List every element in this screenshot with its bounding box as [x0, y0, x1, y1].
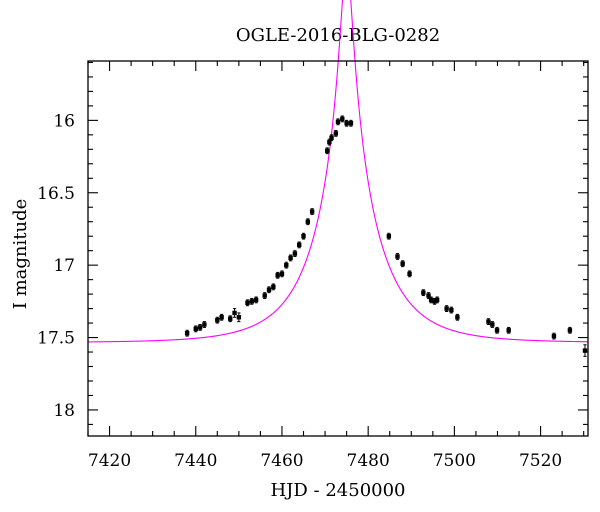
data-point — [325, 148, 330, 153]
data-point — [333, 131, 339, 136]
data-point — [262, 293, 267, 298]
data-point — [407, 271, 412, 277]
axis-ticks — [87, 61, 588, 436]
data-point — [305, 219, 311, 224]
data-point — [486, 319, 491, 324]
plot-frame — [87, 60, 589, 437]
data-point — [490, 322, 495, 327]
data-point — [455, 315, 460, 320]
data-point — [582, 348, 588, 353]
data-point — [421, 290, 426, 295]
data-point — [506, 328, 511, 333]
data-point — [284, 262, 289, 268]
data-point — [400, 261, 405, 266]
y-tick-label: 17 — [53, 256, 75, 276]
data-point — [301, 233, 306, 239]
data-point — [567, 328, 573, 333]
y-axis-label: I magnitude — [10, 199, 31, 310]
data-point — [236, 315, 242, 320]
data-point — [253, 297, 259, 303]
data-point — [449, 307, 454, 313]
data-point — [279, 271, 285, 277]
data-point — [297, 242, 302, 248]
data-point — [193, 326, 198, 332]
y-tick-label: 17.5 — [37, 329, 75, 349]
data-points — [184, 115, 588, 357]
data-point — [232, 310, 237, 316]
data-point — [444, 306, 449, 311]
data-point — [386, 233, 392, 239]
data-point — [432, 299, 437, 304]
y-tick-label: 16.5 — [37, 184, 75, 204]
data-point — [329, 135, 334, 140]
data-point — [266, 287, 272, 292]
y-tick-label: 18 — [53, 401, 75, 421]
data-point — [271, 284, 276, 290]
y-tick-label: 16 — [53, 111, 75, 131]
x-tick-label: 7520 — [519, 451, 562, 471]
data-point — [249, 299, 254, 304]
data-point — [335, 119, 341, 125]
data-point — [434, 297, 440, 303]
model-curve — [87, 0, 589, 343]
data-point — [551, 333, 557, 339]
data-point — [228, 316, 233, 321]
chart-title: OGLE-2016-BLG-0282 — [236, 25, 440, 46]
data-point — [428, 297, 434, 303]
tick-labels: 7420 7440 7460 7480 7500 7520 16 16.5 17 17.5 18 — [37, 111, 562, 471]
data-point — [275, 273, 280, 278]
data-point — [494, 328, 500, 333]
data-point — [344, 121, 349, 126]
data-point — [426, 293, 431, 298]
data-point — [348, 121, 354, 126]
data-point — [395, 254, 400, 259]
data-point — [340, 116, 345, 122]
data-point — [288, 255, 293, 261]
x-tick-label: 7500 — [433, 451, 476, 471]
data-point — [215, 317, 220, 323]
x-tick-label: 7420 — [88, 451, 131, 471]
data-point — [245, 300, 250, 305]
data-point — [197, 325, 203, 330]
x-tick-label: 7460 — [260, 451, 303, 471]
data-point — [309, 209, 315, 214]
data-point — [219, 315, 224, 320]
x-tick-label: 7440 — [174, 451, 217, 471]
data-point — [202, 322, 207, 327]
data-point — [292, 251, 298, 256]
x-tick-label: 7480 — [347, 451, 390, 471]
data-point — [327, 139, 332, 145]
data-point — [184, 331, 190, 336]
x-axis-label: HJD - 2450000 — [270, 480, 405, 501]
model-layer — [87, 0, 589, 343]
